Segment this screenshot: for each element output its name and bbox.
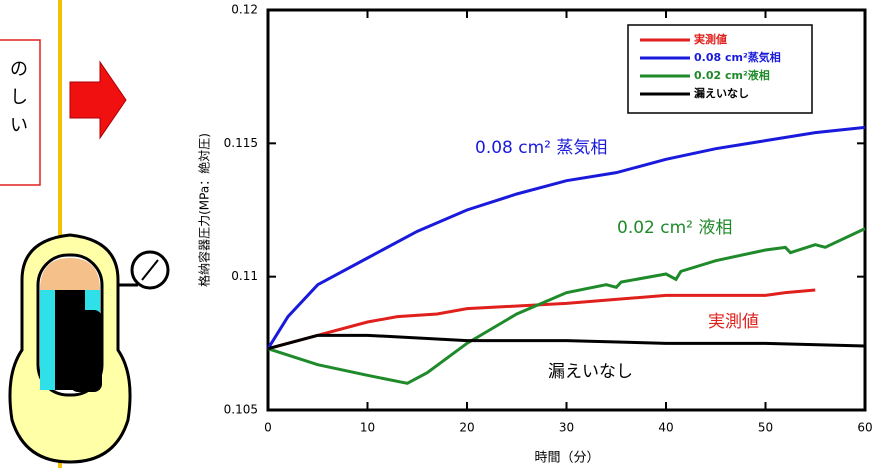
arrow bbox=[70, 62, 126, 138]
note-text: し bbox=[10, 87, 28, 108]
note-text: の bbox=[10, 59, 28, 80]
reactor-icon bbox=[10, 235, 168, 462]
series-line bbox=[268, 229, 865, 384]
legend-label: 0.02 cm²液相 bbox=[694, 68, 770, 82]
series-line bbox=[268, 335, 865, 348]
x-tick-label: 10 bbox=[360, 421, 375, 435]
annotation: 0.08 cm² 蒸気相 bbox=[475, 138, 607, 158]
annotation: 0.02 cm² 液相 bbox=[617, 218, 732, 238]
slide: 時間（分） 格納容器圧力(MPa：絶対圧) のしい 0 10 20 30 40 50 60 0.… bbox=[0, 0, 882, 468]
note-text: い bbox=[10, 115, 28, 136]
x-tick-label: 50 bbox=[758, 421, 773, 435]
y-tick-label: 0.11 bbox=[231, 269, 258, 283]
legend-label: 0.08 cm²蒸気相 bbox=[694, 50, 781, 64]
legend-label: 漏えいなし bbox=[694, 86, 749, 100]
legend-label: 実測値 bbox=[694, 32, 727, 46]
annotation: 漏えいなし bbox=[548, 362, 633, 382]
y-tick-label: 0.12 bbox=[231, 3, 258, 17]
y-tick-label: 0.115 bbox=[224, 136, 258, 150]
x-tick-label: 20 bbox=[459, 421, 474, 435]
x-tick-label: 0 bbox=[264, 421, 272, 435]
y-tick-label: 0.105 bbox=[224, 403, 258, 417]
x-tick-label: 40 bbox=[658, 421, 673, 435]
x-axis-title: 時間（分） bbox=[534, 451, 599, 466]
series-line bbox=[268, 127, 865, 348]
annotation: 実測値 bbox=[708, 312, 759, 332]
y-axis-title: 格納容器圧力(MPa：絶対圧) bbox=[197, 133, 212, 287]
x-tick-label: 60 bbox=[857, 421, 872, 435]
x-tick-label: 30 bbox=[559, 421, 574, 435]
